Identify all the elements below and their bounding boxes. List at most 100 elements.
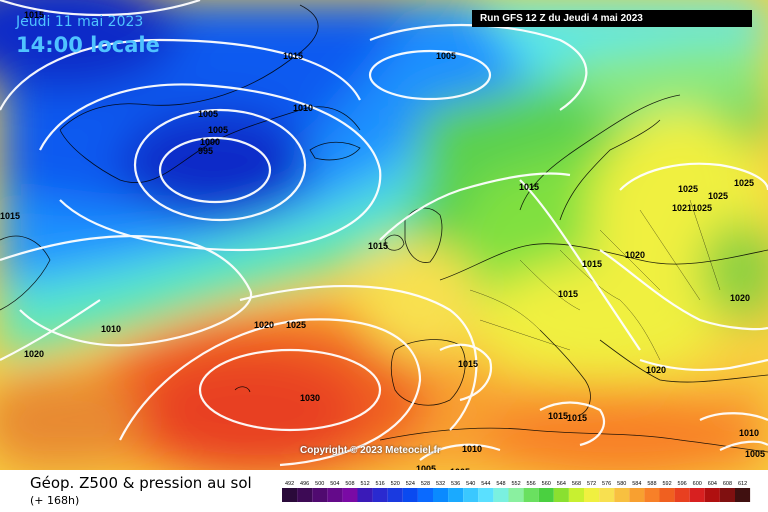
isobar-label: 1020	[625, 250, 645, 260]
isobar-label: 1015	[24, 10, 44, 20]
isobar-label: 1005	[198, 109, 218, 119]
scale-swatch	[357, 488, 373, 502]
scale-swatch	[644, 488, 660, 502]
isobar-label: 1015	[558, 289, 578, 299]
isobar-lines	[0, 0, 768, 467]
scale-label: 516	[376, 481, 385, 487]
isobar-label: 1015	[0, 211, 20, 221]
scale-swatch	[584, 488, 600, 502]
copyright-notice: Copyright © 2023 Meteociel.fr	[300, 445, 441, 456]
scale-swatch	[704, 488, 720, 502]
scale-swatch	[327, 488, 343, 502]
scale-label: 508	[345, 481, 354, 487]
isobar-label: 1010	[293, 103, 313, 113]
isobar-label: 1021	[672, 203, 692, 213]
scale-label: 548	[496, 481, 505, 487]
scale-swatch	[312, 488, 328, 502]
scale-label: 520	[391, 481, 400, 487]
isobar-label: 1020	[646, 365, 666, 375]
scale-label: 604	[708, 481, 717, 487]
scale-label: 532	[436, 481, 445, 487]
legend-subtitle: (+ 168h)	[30, 494, 80, 507]
scale-label: 492	[285, 481, 294, 487]
isobar-label: 1025	[734, 178, 754, 188]
isobar-label: 1015	[582, 259, 602, 269]
scale-swatch	[417, 488, 433, 502]
scale-label: 504	[330, 481, 339, 487]
scale-label: 600	[693, 481, 702, 487]
coastlines	[0, 4, 768, 453]
isobar-label: 1015	[548, 411, 568, 421]
scale-label: 512	[360, 481, 369, 487]
scale-label: 564	[557, 481, 566, 487]
scale-swatch	[402, 488, 418, 502]
scale-label: 588	[647, 481, 656, 487]
valid-date: Jeudi 11 mai 2023	[16, 14, 144, 30]
isobar-label: 1010	[462, 444, 482, 454]
country-borders	[469, 199, 721, 361]
model-run-label: Run GFS 12 Z du Jeudi 4 mai 2023	[472, 10, 752, 27]
isobar-label: 1015	[458, 359, 478, 369]
scale-label: 544	[481, 481, 490, 487]
scale-label: 596	[678, 481, 687, 487]
scale-swatch	[372, 488, 388, 502]
isobar-label: 1015	[519, 182, 539, 192]
scale-label: 576	[602, 481, 611, 487]
scale-swatch	[629, 488, 645, 502]
scale-swatch	[568, 488, 584, 502]
legend-footer: Géop. Z500 & pression au sol (+ 168h) 49…	[0, 470, 768, 512]
isobar-label: 995	[198, 146, 213, 156]
isobar-label: 1020	[254, 320, 274, 330]
scale-swatch	[508, 488, 524, 502]
scale-swatch	[463, 488, 479, 502]
scale-swatch	[553, 488, 569, 502]
isobar-label: 1005	[208, 125, 228, 135]
isobar-label: 1015	[283, 51, 303, 61]
scale-swatch	[719, 488, 735, 502]
scale-swatch	[387, 488, 403, 502]
isobar-label: 1015	[567, 413, 587, 423]
scale-swatch	[478, 488, 494, 502]
scale-swatch	[493, 488, 509, 502]
valid-time: 14:00 locale	[16, 33, 160, 57]
scale-swatch	[659, 488, 675, 502]
scale-label: 612	[738, 481, 747, 487]
isobar-label: 1025	[692, 203, 712, 213]
scale-swatch	[523, 488, 539, 502]
scale-label: 560	[542, 481, 551, 487]
scale-label: 528	[421, 481, 430, 487]
scale-swatch	[342, 488, 358, 502]
scale-label: 608	[723, 481, 732, 487]
scale-swatch	[433, 488, 449, 502]
isobar-label: 1025	[708, 191, 728, 201]
isobar-label: 1010	[739, 428, 759, 438]
scale-label: 592	[662, 481, 671, 487]
isobar-label: 1025	[286, 320, 306, 330]
scale-label: 500	[315, 481, 324, 487]
scale-label: 572	[587, 481, 596, 487]
isobar-label: 1020	[24, 349, 44, 359]
isobar-label: 1025	[678, 184, 698, 194]
isobar-label: 1015	[368, 241, 388, 251]
scale-swatch	[674, 488, 690, 502]
scale-swatch	[689, 488, 705, 502]
scale-label: 524	[406, 481, 415, 487]
isobar-label: 1000	[200, 137, 220, 147]
isobar-label: 1005	[450, 467, 470, 470]
scale-swatch	[538, 488, 554, 502]
scale-label: 556	[527, 481, 536, 487]
isobar-label: 1005	[416, 464, 436, 470]
scale-label: 584	[632, 481, 641, 487]
scale-label: 536	[451, 481, 460, 487]
isobar-label: 1010	[101, 324, 121, 334]
scale-label: 496	[300, 481, 309, 487]
scale-label: 552	[511, 481, 520, 487]
isobar-label: 1030	[300, 393, 320, 403]
isobar-label: 1005	[436, 51, 456, 61]
scale-swatch	[282, 488, 298, 502]
legend-title: Géop. Z500 & pression au sol	[30, 474, 252, 492]
scale-swatch	[297, 488, 313, 502]
scale-label: 580	[617, 481, 626, 487]
